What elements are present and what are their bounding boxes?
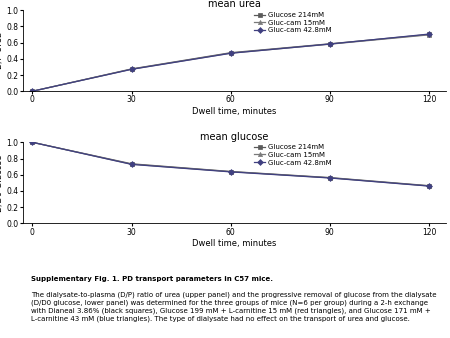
- Gluc-cam 42.8mM: [426, 32, 432, 36]
- Glucose 214mM: [30, 140, 35, 144]
- Legend: Glucose 214mM, Gluc-cam 15mM, Gluc-cam 42.8mM: Glucose 214mM, Gluc-cam 15mM, Gluc-cam 4…: [254, 144, 331, 166]
- Gluc-cam 15mM: [327, 176, 333, 180]
- Glucose 214mM: [30, 89, 35, 93]
- Text: Supplementary Fig. 1. PD transport parameters in C57 mice.: Supplementary Fig. 1. PD transport param…: [31, 275, 273, 282]
- Gluc-cam 15mM: [426, 184, 432, 188]
- Glucose 214mM: [327, 42, 333, 46]
- X-axis label: Dwell time, minutes: Dwell time, minutes: [192, 107, 276, 116]
- Gluc-cam 42.8mM: [30, 89, 35, 93]
- Glucose 214mM: [129, 67, 134, 71]
- Glucose 214mM: [228, 51, 234, 55]
- Glucose 214mM: [327, 175, 333, 179]
- Glucose 214mM: [426, 184, 432, 188]
- Glucose 214mM: [228, 169, 234, 173]
- Gluc-cam 15mM: [129, 67, 134, 71]
- Text: The dialysate-to-plasma (D/P) ratio of urea (upper panel) and the progressive re: The dialysate-to-plasma (D/P) ratio of u…: [31, 291, 436, 322]
- Line: Gluc-cam 15mM: Gluc-cam 15mM: [30, 33, 431, 93]
- Gluc-cam 15mM: [228, 170, 234, 174]
- Title: mean urea: mean urea: [207, 0, 261, 9]
- Gluc-cam 42.8mM: [228, 51, 234, 55]
- Gluc-cam 42.8mM: [228, 170, 234, 174]
- Gluc-cam 42.8mM: [327, 176, 333, 180]
- Gluc-cam 15mM: [30, 89, 35, 93]
- Line: Glucose 214mM: Glucose 214mM: [30, 140, 431, 188]
- Legend: Glucose 214mM, Gluc-cam 15mM, Gluc-cam 42.8mM: Glucose 214mM, Gluc-cam 15mM, Gluc-cam 4…: [254, 12, 331, 33]
- Gluc-cam 15mM: [30, 140, 35, 144]
- Gluc-cam 42.8mM: [426, 184, 432, 188]
- Y-axis label: D/P Urea: D/P Urea: [0, 32, 4, 69]
- Glucose 214mM: [426, 32, 432, 37]
- Gluc-cam 42.8mM: [30, 140, 35, 144]
- Line: Gluc-cam 15mM: Gluc-cam 15mM: [30, 140, 431, 188]
- Line: Glucose 214mM: Glucose 214mM: [30, 32, 431, 93]
- X-axis label: Dwell time, minutes: Dwell time, minutes: [192, 239, 276, 248]
- Gluc-cam 42.8mM: [129, 67, 134, 71]
- Gluc-cam 42.8mM: [327, 42, 333, 46]
- Line: Gluc-cam 42.8mM: Gluc-cam 42.8mM: [30, 140, 431, 188]
- Glucose 214mM: [129, 162, 134, 166]
- Gluc-cam 42.8mM: [129, 162, 134, 166]
- Line: Gluc-cam 42.8mM: Gluc-cam 42.8mM: [30, 32, 431, 93]
- Y-axis label: D/D0 Glucose: D/D0 Glucose: [0, 154, 4, 212]
- Gluc-cam 15mM: [327, 42, 333, 46]
- Title: mean glucose: mean glucose: [200, 131, 268, 142]
- Gluc-cam 15mM: [426, 33, 432, 37]
- Gluc-cam 15mM: [129, 162, 134, 166]
- Gluc-cam 15mM: [228, 51, 234, 55]
